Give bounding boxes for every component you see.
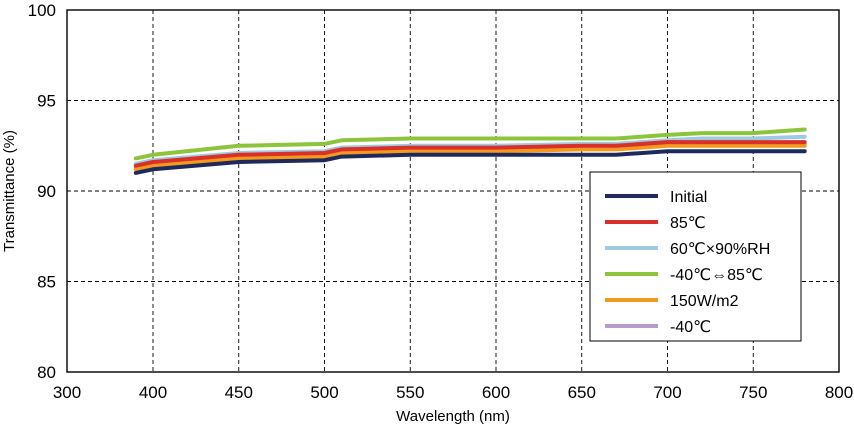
legend: Initial 85℃ 60℃×90%RH -40℃⇔85℃ 150W/m2 -40℃ (589, 171, 802, 342)
series-line-1 (133, 140, 807, 168)
x-tick-label: 600 (482, 383, 510, 402)
plot-frame (66, 9, 840, 373)
y-tick-label: 100 (28, 1, 56, 20)
x-tick-label: 650 (568, 383, 596, 402)
x-tick-label: 300 (53, 383, 81, 402)
x-tick-label: 800 (825, 383, 853, 402)
y-axis-ticks: 80 85 90 95 100 (28, 1, 56, 382)
x-axis-ticks: 300 400 450 500 550 600 650 700 750 800 (53, 383, 853, 402)
y-axis-label: Transmittance (%) (1, 130, 18, 252)
series-lines (133, 127, 807, 175)
legend-label: Initial (670, 189, 707, 206)
x-tick-label: 500 (310, 383, 338, 402)
x-tick-label: 550 (396, 383, 424, 402)
legend-label: -40℃ (670, 319, 711, 336)
y-tick-label: 95 (37, 92, 56, 111)
series-line-0 (133, 149, 807, 175)
x-axis-label: Wavelength (nm) (396, 408, 510, 425)
legend-label: -40℃⇔85℃ (670, 267, 763, 284)
series-line-4 (133, 143, 807, 172)
y-tick-label: 90 (37, 182, 56, 201)
x-tick-label: 400 (139, 383, 167, 402)
y-tick-label: 85 (37, 273, 56, 292)
x-tick-label: 450 (225, 383, 253, 402)
x-tick-label: 750 (739, 383, 767, 402)
legend-box (589, 171, 802, 342)
legend-label: 150W/m2 (670, 293, 739, 310)
x-tick-label: 700 (653, 383, 681, 402)
legend-label: 85℃ (670, 215, 706, 232)
legend-label: 60℃×90%RH (670, 241, 770, 258)
series-line-3 (133, 127, 807, 161)
y-tick-label: 80 (37, 363, 56, 382)
